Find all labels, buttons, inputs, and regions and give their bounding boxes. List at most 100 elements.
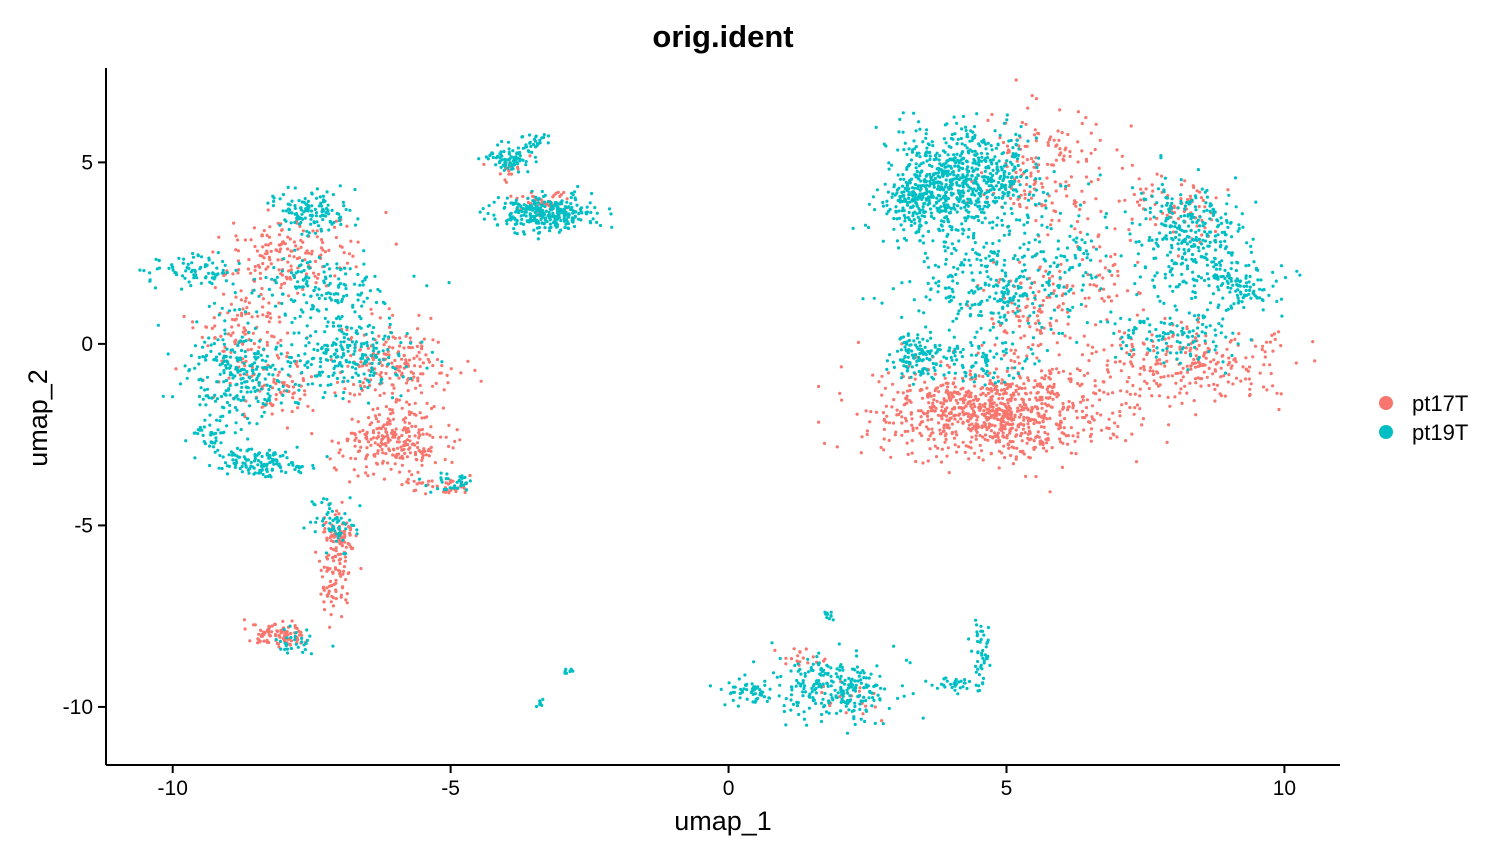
cell-point — [262, 229, 266, 233]
cell-point — [988, 434, 992, 439]
cell-point — [1001, 151, 1006, 155]
cell-point — [965, 146, 969, 150]
cell-point — [200, 379, 204, 383]
cell-point — [1170, 273, 1174, 277]
cell-point — [1127, 375, 1131, 380]
cell-point — [210, 396, 214, 400]
cell-point — [871, 195, 876, 199]
cell-point — [1068, 308, 1072, 313]
cell-point — [1271, 349, 1275, 353]
cell-point — [961, 421, 965, 425]
cell-point — [978, 194, 983, 198]
cell-point — [328, 625, 332, 629]
cell-point — [1216, 285, 1220, 289]
cell-point — [908, 181, 912, 185]
cell-point — [397, 365, 401, 369]
cell-point — [1190, 212, 1194, 216]
cell-point — [973, 203, 977, 207]
cell-point — [1230, 261, 1234, 265]
cell-cluster-pt17T-16 — [482, 154, 532, 184]
cell-point — [1056, 239, 1060, 243]
cell-point — [1212, 358, 1216, 362]
cell-point — [944, 262, 948, 266]
cell-point — [1161, 348, 1165, 352]
cell-point — [1001, 416, 1005, 420]
cell-point — [998, 176, 1002, 180]
cell-point — [1219, 263, 1223, 267]
cell-point — [1015, 433, 1019, 437]
cell-point — [1264, 340, 1269, 344]
cell-point — [226, 332, 230, 336]
cell-point — [927, 358, 932, 362]
cell-point — [1230, 253, 1234, 257]
cell-point — [1028, 286, 1033, 290]
cell-point — [933, 263, 938, 267]
cell-point — [993, 381, 998, 385]
cell-point — [1197, 360, 1201, 364]
cell-point — [1142, 368, 1146, 372]
cell-point — [248, 376, 252, 380]
cell-point — [1008, 383, 1012, 387]
cell-point — [377, 334, 381, 338]
cell-point — [948, 164, 953, 168]
cell-point — [993, 387, 997, 391]
cell-point — [1193, 314, 1197, 318]
cell-point — [934, 406, 938, 410]
cell-point — [1176, 206, 1180, 210]
cell-point — [276, 373, 280, 377]
cell-point — [904, 396, 908, 400]
cell-point — [910, 365, 914, 369]
cell-point — [203, 355, 207, 359]
cell-point — [970, 303, 974, 307]
cell-point — [1133, 282, 1137, 286]
cell-point — [979, 210, 984, 214]
cell-point — [899, 223, 903, 227]
cell-point — [287, 269, 291, 273]
cell-point — [1014, 218, 1019, 222]
cell-point — [1146, 317, 1150, 321]
cell-point — [1074, 409, 1078, 413]
cell-point — [1050, 367, 1054, 371]
cell-point — [1089, 273, 1093, 277]
cell-point — [995, 223, 999, 227]
cell-point — [1185, 242, 1190, 246]
cell-point — [270, 412, 274, 416]
cell-point — [883, 182, 887, 186]
cell-point — [1152, 379, 1156, 383]
cell-point — [1113, 421, 1117, 425]
cell-point — [982, 179, 986, 183]
cell-point — [1075, 367, 1079, 371]
cell-point — [948, 346, 952, 350]
cell-point — [1146, 347, 1150, 351]
cell-point — [974, 189, 979, 193]
cell-point — [364, 454, 369, 458]
cell-point — [972, 157, 976, 162]
cell-point — [1197, 355, 1201, 359]
cell-point — [377, 431, 381, 435]
cell-point — [907, 338, 912, 343]
cell-point — [910, 423, 914, 427]
cell-point — [1103, 215, 1107, 219]
cell-point — [921, 337, 925, 341]
cell-point — [977, 160, 981, 164]
cell-point — [279, 344, 283, 348]
cell-point — [822, 441, 827, 445]
cell-point — [896, 148, 900, 152]
cell-point — [261, 305, 265, 309]
cell-point — [1201, 322, 1205, 327]
cell-point — [1130, 163, 1134, 167]
cell-point — [1152, 372, 1156, 376]
cell-point — [353, 457, 358, 461]
cell-point — [1090, 351, 1094, 356]
cell-point — [1118, 359, 1122, 364]
cell-point — [1018, 260, 1022, 264]
cell-point — [934, 171, 938, 175]
cell-point — [1041, 250, 1045, 254]
cell-point — [1274, 279, 1278, 283]
cell-point — [282, 381, 286, 385]
cell-point — [930, 417, 934, 421]
cell-point — [1002, 177, 1006, 181]
cell-point — [345, 224, 349, 228]
cell-point — [408, 346, 412, 350]
cell-point — [398, 344, 402, 348]
